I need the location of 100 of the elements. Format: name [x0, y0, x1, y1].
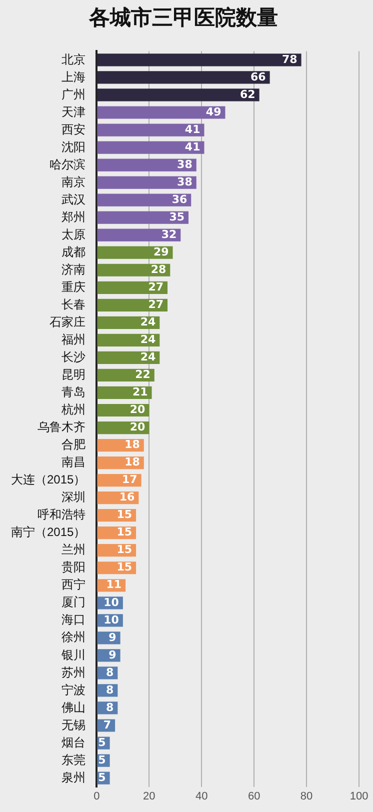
- x-tick-label: 60: [248, 790, 260, 802]
- y-tick-label: 沈阳: [62, 140, 86, 154]
- bar: [97, 211, 188, 224]
- bar: [97, 474, 142, 487]
- bar: [97, 54, 302, 66]
- y-tick-label: 烟台: [62, 735, 86, 750]
- bar: [97, 368, 154, 382]
- data-label: 20: [130, 403, 146, 416]
- bar: [97, 158, 196, 172]
- data-label: 62: [240, 88, 256, 101]
- y-tick-label: 宁波: [62, 682, 86, 697]
- y-tick-label: 杭州: [60, 402, 86, 417]
- bar: [97, 298, 168, 312]
- y-tick-label: 无锡: [62, 718, 86, 732]
- data-label: 35: [169, 210, 184, 224]
- data-label: 24: [140, 316, 156, 329]
- y-tick-label: 哈尔滨: [50, 157, 86, 172]
- bar: [97, 246, 173, 259]
- y-tick-label: 长春: [62, 297, 86, 312]
- data-label: 41: [184, 122, 200, 136]
- data-label: 27: [148, 280, 164, 294]
- y-tick-label: 青岛: [62, 385, 86, 400]
- bar: [97, 176, 196, 189]
- y-tick-label: 贵阳: [62, 560, 86, 574]
- data-label: 18: [124, 438, 140, 452]
- y-tick-label: 呼和浩特: [38, 508, 86, 522]
- data-label: 15: [116, 543, 132, 556]
- x-tick-label: 0: [94, 790, 100, 802]
- data-label: 49: [206, 105, 222, 118]
- data-label: 21: [132, 386, 148, 399]
- y-tick-label: 武汉: [62, 192, 86, 206]
- data-label: 28: [150, 262, 166, 276]
- bar: [97, 194, 192, 206]
- data-label: 16: [119, 490, 136, 504]
- data-label: 41: [184, 140, 200, 154]
- y-tick-label: 石家庄: [50, 314, 86, 329]
- bar: [97, 88, 260, 102]
- bar: [97, 264, 170, 276]
- data-label: 10: [104, 596, 120, 609]
- data-label: 15: [116, 560, 132, 574]
- data-label: 32: [161, 228, 177, 241]
- y-tick-label: 乌鲁木齐: [38, 420, 86, 434]
- bar: [97, 719, 116, 732]
- data-label: 11: [106, 578, 122, 592]
- data-label: 8: [106, 700, 114, 714]
- y-tick-label: 深圳: [62, 490, 86, 504]
- y-tick-label: 合肥: [62, 438, 86, 452]
- y-tick-label: 南宁（2015）: [10, 525, 86, 540]
- data-label: 18: [124, 456, 140, 469]
- y-tick-label: 成都: [62, 244, 86, 259]
- y-tick-label: 天津: [62, 104, 86, 119]
- data-label: 15: [116, 526, 132, 539]
- bar: [97, 228, 181, 242]
- bar: [97, 334, 160, 346]
- data-label: 8: [106, 666, 114, 679]
- x-tick-label: 40: [195, 790, 208, 802]
- y-tick-label: 重庆: [62, 280, 86, 294]
- data-label: 29: [153, 245, 169, 258]
- data-label: 22: [135, 368, 150, 382]
- data-label: 17: [122, 473, 138, 486]
- data-label: 7: [103, 718, 112, 732]
- y-tick-label: 泉州: [62, 770, 86, 784]
- y-tick-label: 佛山: [62, 700, 86, 714]
- y-tick-label: 徐州: [62, 630, 86, 644]
- y-tick-label: 昆明: [62, 368, 86, 382]
- y-tick-label: 东莞: [62, 752, 86, 767]
- y-tick-label: 南昌: [62, 455, 86, 470]
- data-label: 38: [177, 175, 192, 188]
- y-tick-label: 西宁: [62, 578, 86, 592]
- y-tick-label: 厦门: [62, 595, 86, 610]
- bar: [97, 351, 160, 364]
- x-tick-label: 80: [300, 790, 313, 802]
- y-tick-label: 大连（2015）: [10, 472, 86, 487]
- x-tick-label: 100: [350, 790, 368, 802]
- data-label: 24: [140, 333, 156, 346]
- data-label: 36: [172, 192, 188, 206]
- data-label: 10: [104, 613, 120, 626]
- y-tick-label: 南京: [62, 174, 86, 189]
- data-label: 24: [140, 350, 156, 364]
- data-label: 5: [98, 770, 106, 784]
- y-tick-label: 海口: [62, 612, 86, 627]
- y-tick-label: 福州: [62, 332, 86, 346]
- bar: [97, 124, 204, 136]
- data-label: 78: [282, 52, 298, 66]
- data-label: 5: [98, 736, 106, 749]
- bar: [97, 141, 204, 154]
- y-tick-label: 兰州: [62, 542, 86, 557]
- x-tick-label: 20: [143, 790, 156, 802]
- chart-title: 各城市三甲医院数量: [88, 5, 278, 30]
- data-label: 9: [108, 648, 116, 662]
- bar: [97, 106, 226, 119]
- data-label: 66: [250, 70, 266, 84]
- y-tick-label: 上海: [62, 70, 86, 84]
- bar: [97, 386, 152, 400]
- y-tick-label: 西安: [62, 122, 86, 136]
- data-label: 27: [148, 298, 164, 312]
- data-label: 8: [106, 683, 114, 696]
- data-label: 38: [177, 158, 192, 171]
- y-tick-label: 苏州: [62, 665, 86, 680]
- y-tick-label: 广州: [62, 87, 86, 102]
